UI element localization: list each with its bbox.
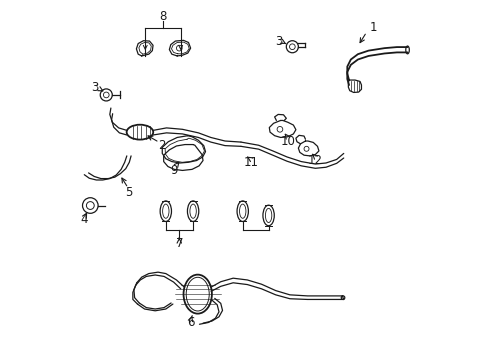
Text: 7: 7 <box>175 237 183 250</box>
Text: 10: 10 <box>280 135 295 148</box>
Text: 3: 3 <box>275 35 283 48</box>
Text: 6: 6 <box>186 316 194 329</box>
Text: 1: 1 <box>369 21 377 34</box>
Text: 4: 4 <box>81 213 88 226</box>
Text: 5: 5 <box>125 186 133 199</box>
Text: 9: 9 <box>169 163 177 176</box>
Text: 3: 3 <box>91 81 99 94</box>
Text: 2: 2 <box>158 139 166 152</box>
Text: 8: 8 <box>159 10 166 23</box>
Text: 12: 12 <box>307 154 322 167</box>
Text: 11: 11 <box>243 157 258 170</box>
